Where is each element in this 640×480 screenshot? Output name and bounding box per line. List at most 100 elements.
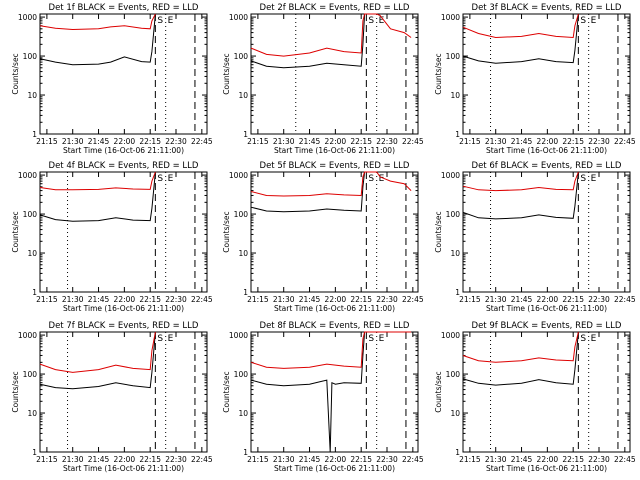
x-tick-label: 22:15 [350, 295, 372, 304]
x-tick-label: 22:15 [350, 137, 372, 146]
x-tick-label: 22:30 [588, 137, 610, 146]
x-axis-label: Start Time (16-Oct-06 21:11:00) [274, 146, 395, 155]
x-tick-label: 21:45 [299, 455, 321, 464]
series-lld-line [250, 331, 412, 369]
x-axis-label: Start Time (16-Oct-06 21:11:00) [274, 464, 395, 473]
time-marker-label: S [368, 174, 374, 184]
series-events-line [462, 331, 579, 386]
x-tick-label: 22:15 [562, 455, 584, 464]
plot-frame [462, 13, 631, 135]
x-tick-label: 22:00 [325, 295, 347, 304]
series-lld-line [250, 171, 412, 197]
x-tick-label: 22:45 [614, 455, 636, 464]
y-tick-label: 100 [446, 370, 461, 379]
detector-panel-2: Det 2f BLACK = Events, RED = LLD 1 10 100 10… [222, 3, 424, 155]
detector-panel-6: Det 6f BLACK = Events, RED = LLD 1 10 100 10… [434, 161, 636, 313]
detector-panel-8: Det 8f BLACK = Events, RED = LLD 1 10 100 10… [222, 321, 424, 473]
x-tick-label: 22:45 [402, 295, 424, 304]
y-tick-label: 10 [238, 91, 248, 100]
time-marker-label: E [168, 16, 174, 26]
x-tick-label: 22:45 [402, 455, 424, 464]
panel-title: Det 2f BLACK = Events, RED = LLD [260, 3, 410, 13]
x-tick-label: 22:45 [191, 455, 213, 464]
series-events-line [250, 331, 366, 453]
y-axis-label: Counts/sec [222, 371, 231, 412]
y-tick-label: 1 [243, 288, 248, 297]
detector-panel-3: Det 3f BLACK = Events, RED = LLD 1 10 100 10… [434, 3, 636, 155]
x-tick-label: 21:45 [88, 137, 110, 146]
series-lld-line [39, 171, 156, 191]
series-events-line [39, 171, 156, 222]
y-tick-label: 100 [23, 370, 38, 379]
x-tick-label: 22:15 [350, 455, 372, 464]
series-lld-line [39, 13, 156, 31]
x-tick-label: 22:45 [614, 295, 636, 304]
x-tick-label: 22:30 [165, 455, 187, 464]
x-tick-label: 22:00 [114, 137, 136, 146]
y-tick-label: 100 [446, 52, 461, 61]
y-tick-label: 1000 [441, 331, 460, 340]
x-tick-label: 22:15 [562, 295, 584, 304]
x-tick-label: 21:45 [88, 295, 110, 304]
x-tick-label: 21:15 [247, 137, 269, 146]
x-tick-label: 22:30 [376, 455, 398, 464]
panel-title: Det 7f BLACK = Events, RED = LLD [49, 321, 199, 331]
y-tick-label: 1 [32, 448, 37, 457]
x-tick-label: 22:15 [139, 137, 161, 146]
x-tick-label: 21:15 [459, 137, 481, 146]
x-tick-label: 22:00 [537, 455, 559, 464]
y-tick-label: 10 [238, 409, 248, 418]
x-axis-label: Start Time (16-Oct-06 21:11:00) [486, 146, 607, 155]
x-tick-label: 22:30 [165, 137, 187, 146]
x-tick-label: 22:45 [614, 137, 636, 146]
x-axis-label: Start Time (16-Oct-06 21:11:00) [63, 146, 184, 155]
plot-frame [462, 171, 631, 293]
x-tick-label: 22:30 [376, 137, 398, 146]
y-axis-label: Counts/sec [222, 53, 231, 94]
time-marker-label: S [580, 334, 586, 344]
y-axis-label: Counts/sec [11, 53, 20, 94]
x-tick-label: 21:30 [62, 295, 84, 304]
time-marker-label: S [580, 16, 586, 26]
x-tick-label: 21:30 [62, 455, 84, 464]
x-tick-label: 22:15 [139, 295, 161, 304]
panel-title: Det 4f BLACK = Events, RED = LLD [49, 161, 199, 171]
y-tick-label: 100 [234, 370, 249, 379]
panel-title: Det 1f BLACK = Events, RED = LLD [49, 3, 199, 13]
x-axis-label: Start Time (16-Oct-06 21:11:00) [486, 304, 607, 313]
x-tick-label: 21:30 [273, 137, 295, 146]
x-tick-label: 22:00 [325, 137, 347, 146]
series-lld-line [39, 331, 156, 373]
y-tick-label: 1 [455, 288, 460, 297]
time-marker-label: S [157, 16, 163, 26]
y-tick-label: 100 [446, 210, 461, 219]
y-tick-label: 100 [234, 52, 249, 61]
x-tick-label: 21:30 [485, 295, 507, 304]
time-marker-label: E [168, 174, 174, 184]
x-tick-label: 22:15 [139, 455, 161, 464]
time-marker-label: S [157, 334, 163, 344]
y-tick-label: 1 [32, 130, 37, 139]
x-tick-label: 21:45 [299, 295, 321, 304]
y-axis-label: Counts/sec [222, 211, 231, 252]
x-tick-label: 21:15 [247, 455, 269, 464]
y-tick-label: 1 [32, 288, 37, 297]
panel-title: Det 9f BLACK = Events, RED = LLD [472, 321, 622, 331]
x-tick-label: 22:45 [402, 137, 424, 146]
x-tick-label: 21:45 [299, 137, 321, 146]
series-lld-line [462, 13, 579, 39]
series-events-line [39, 13, 156, 66]
x-tick-label: 22:00 [537, 295, 559, 304]
y-axis-label: Counts/sec [11, 371, 20, 412]
time-marker-label: E [591, 174, 597, 184]
x-tick-label: 22:15 [562, 137, 584, 146]
y-tick-label: 1000 [229, 171, 248, 180]
x-tick-label: 22:45 [191, 137, 213, 146]
panel-title: Det 6f BLACK = Events, RED = LLD [472, 161, 622, 171]
time-marker-label: E [591, 16, 597, 26]
y-axis-label: Counts/sec [11, 211, 20, 252]
x-tick-label: 21:30 [485, 137, 507, 146]
x-tick-label: 21:15 [36, 455, 58, 464]
plot-frame [39, 331, 208, 453]
